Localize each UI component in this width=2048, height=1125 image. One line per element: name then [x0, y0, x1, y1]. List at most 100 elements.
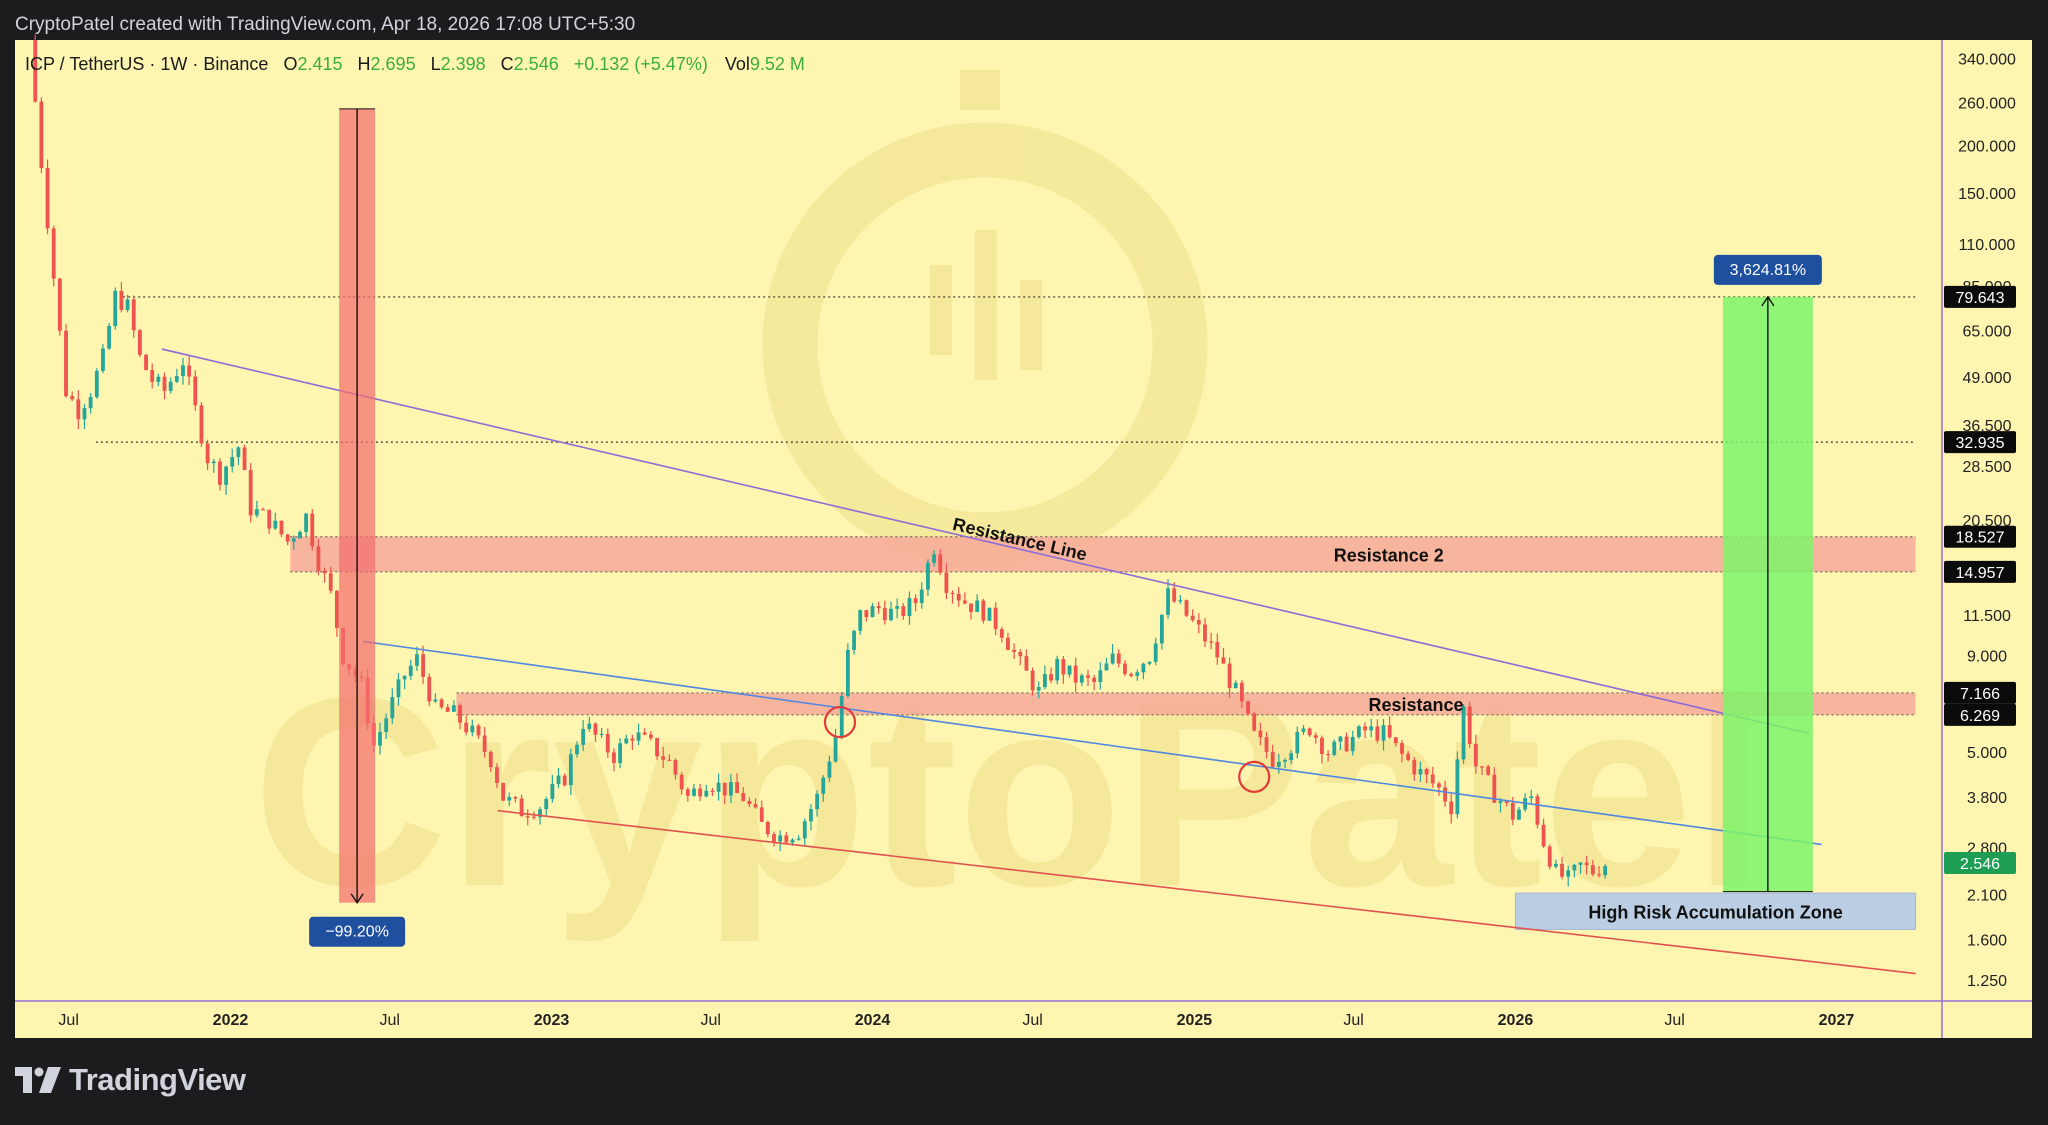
- candle-body: [193, 376, 198, 406]
- candle-body: [753, 804, 758, 808]
- price-marker-badge: [1944, 852, 2016, 875]
- candle-body: [1190, 615, 1195, 621]
- legend-open-value: 2.415: [297, 54, 342, 74]
- candle-body: [956, 594, 961, 601]
- candle-body: [328, 573, 333, 591]
- svg-text:ICP / TetherUS · 1W · Binance: ICP / TetherUS · 1W · Binance O2.415 H2.…: [25, 54, 805, 74]
- candle-body: [1369, 726, 1374, 731]
- candle-body: [612, 752, 616, 763]
- candle-body: [495, 767, 499, 783]
- candle-body: [1584, 862, 1589, 866]
- candle-body: [168, 381, 173, 391]
- legend-volume-label: Vol: [725, 54, 750, 74]
- candle-body: [1467, 706, 1472, 744]
- candle-body: [1492, 774, 1497, 803]
- candle-body: [932, 554, 936, 563]
- zone-high-risk-accumulation-zone: [1514, 892, 1917, 930]
- candle-body: [230, 457, 235, 467]
- price-marker-badge: [1944, 285, 2016, 308]
- price-axis-tick-label: 260.000: [1958, 95, 2016, 112]
- highlight-circle: [1238, 760, 1271, 793]
- candle-body: [421, 654, 425, 677]
- candle-body: [445, 707, 450, 712]
- candle-body: [765, 821, 770, 835]
- legend-high-label: H: [358, 54, 371, 74]
- candle-body: [975, 600, 980, 612]
- price-axis-tick-label: 5.000: [1967, 745, 2007, 762]
- measure-badge-label: 3,624.81%: [1730, 262, 1807, 279]
- price-badges-layer: 79.643 32.935 18.527 14.957 7.166 6.269 2.546: [1944, 285, 2016, 875]
- candle-body: [507, 796, 512, 801]
- resistance-2-label: Resistance 2: [1334, 545, 1444, 565]
- candle-body: [538, 809, 542, 818]
- price-marker-label: 32.935: [1956, 435, 2005, 452]
- candle-body: [895, 606, 900, 609]
- candle-body: [784, 835, 789, 843]
- time-axis[interactable]: Jul 2022 Jul 2023 Jul 2024 Jul 2025 Jul 2026 Jul 20…: [58, 1012, 1854, 1029]
- candle-body: [993, 607, 998, 630]
- candle-body: [710, 790, 715, 793]
- measures-layer: −99.20% 3,624.81%: [309, 108, 1822, 947]
- candle-body: [45, 167, 50, 229]
- candle-body: [218, 461, 222, 485]
- candle-body: [1246, 701, 1250, 714]
- candle-body: [1560, 863, 1564, 877]
- candle-body: [587, 723, 592, 729]
- candle-body: [778, 835, 783, 842]
- candle-body: [1449, 801, 1454, 815]
- candle-body: [458, 705, 462, 723]
- candle-body: [1209, 641, 1214, 643]
- candle-body: [119, 290, 124, 311]
- candle-body: [1221, 657, 1226, 664]
- candle-body: [648, 734, 653, 739]
- candle-body: [568, 754, 573, 786]
- candle-body: [1529, 796, 1534, 799]
- candle-body: [279, 520, 284, 535]
- tradingview-branding[interactable]: TradingView: [15, 1060, 246, 1100]
- candle-body: [636, 732, 641, 741]
- candle-body: [1443, 787, 1447, 802]
- price-axis-tick-label: 11.500: [1963, 608, 2011, 625]
- candle-body: [1603, 866, 1608, 876]
- time-axis-tick-label: 2023: [534, 1012, 570, 1029]
- candle-body: [1541, 824, 1546, 847]
- chart-credit-text: CryptoPatel created with TradingView.com…: [15, 14, 636, 35]
- candle-body: [575, 744, 579, 755]
- candle-body: [1240, 682, 1244, 702]
- candle-body: [298, 531, 302, 539]
- candle-body: [1067, 665, 1072, 675]
- candle-body: [605, 733, 610, 753]
- candle-body: [1578, 862, 1583, 865]
- candle-body: [113, 290, 118, 327]
- legend-close-value: 2.546: [514, 54, 559, 74]
- candle-body: [999, 629, 1004, 638]
- candle-body: [236, 447, 241, 458]
- candle-body: [125, 299, 130, 311]
- candle-body: [248, 470, 253, 516]
- candle-body: [1461, 706, 1466, 760]
- candle-body: [1227, 663, 1232, 689]
- candle-body: [1301, 728, 1306, 732]
- candle-body: [488, 751, 493, 768]
- candle-body: [470, 725, 475, 733]
- time-axis-tick-label: 2022: [213, 1012, 249, 1029]
- candle-body: [1110, 653, 1115, 664]
- candle-body: [1473, 743, 1478, 767]
- candle-body: [667, 759, 672, 761]
- chart-credit-bar: CryptoPatel created with TradingView.com…: [0, 0, 2048, 40]
- time-axis-tick-label: Jul: [379, 1012, 399, 1029]
- accumulation-zone-label: High Risk Accumulation Zone: [1588, 902, 1842, 922]
- candle-body: [833, 737, 838, 762]
- candle-body: [525, 816, 530, 818]
- legend-volume-value: 9.52 M: [750, 54, 805, 74]
- price-axis-tick-label: 340.000: [1958, 51, 2016, 68]
- candle-body: [673, 759, 678, 775]
- candle-body: [1270, 751, 1275, 767]
- candle-body: [876, 606, 881, 609]
- candle-body: [926, 562, 930, 590]
- candle-body: [310, 513, 315, 547]
- measure-badge: [309, 916, 406, 947]
- candle-body: [94, 370, 99, 398]
- candle-body: [544, 798, 549, 810]
